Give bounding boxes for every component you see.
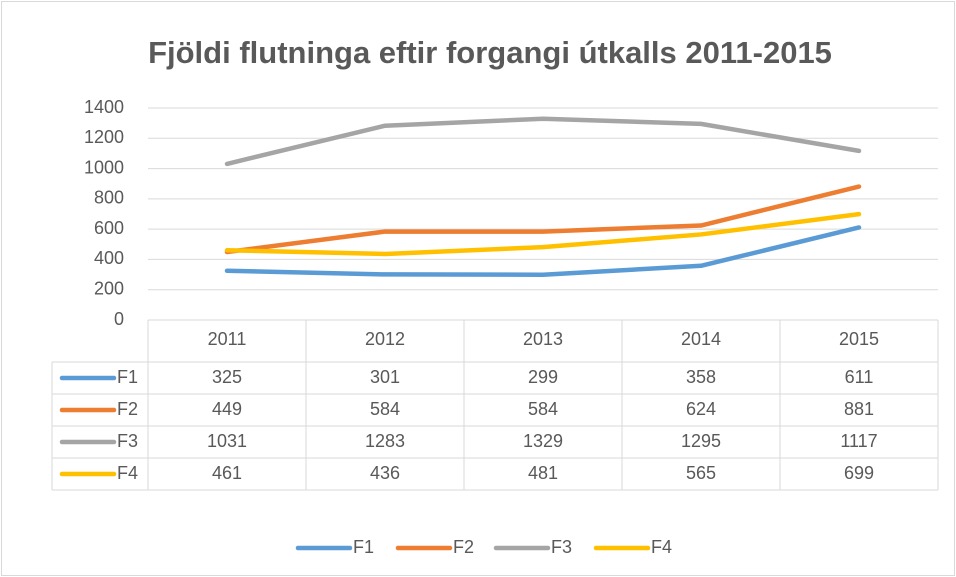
table-cell: 461 xyxy=(212,463,242,483)
table-cell: 881 xyxy=(844,399,874,419)
table-cell: 584 xyxy=(370,399,400,419)
legend-label: F3 xyxy=(551,537,572,557)
y-tick-label: 600 xyxy=(94,218,124,238)
table-cell: 699 xyxy=(844,463,874,483)
legend-label: F2 xyxy=(453,537,474,557)
line-series xyxy=(224,225,862,277)
x-tick-label: 2014 xyxy=(681,329,721,349)
table-cell: 1295 xyxy=(681,431,721,451)
line-series xyxy=(224,211,862,257)
legend-label: F1 xyxy=(353,537,374,557)
table-cell: 624 xyxy=(686,399,716,419)
table-cell: 1283 xyxy=(365,431,405,451)
x-tick-label: 2013 xyxy=(523,329,563,349)
x-tick-label: 2011 xyxy=(208,329,247,349)
chart-title: Fjöldi flutninga eftir forgangi útkalls … xyxy=(148,35,832,70)
table-cell: 1117 xyxy=(840,431,877,451)
y-tick-label: 0 xyxy=(114,309,124,329)
table-cell: 436 xyxy=(370,463,400,483)
table-cell: 584 xyxy=(528,399,558,419)
table-series-name: F3 xyxy=(117,431,138,451)
table-cell: 299 xyxy=(528,367,558,387)
table-cell: 449 xyxy=(212,399,242,419)
x-tick-label: 2012 xyxy=(365,329,405,349)
y-tick-label: 1400 xyxy=(84,97,124,117)
table-cell: 481 xyxy=(528,463,558,483)
y-tick-label: 1200 xyxy=(84,127,124,147)
y-tick-label: 1000 xyxy=(84,157,124,177)
table-series-name: F2 xyxy=(117,399,138,419)
table-series-name: F4 xyxy=(117,463,138,483)
table-cell: 565 xyxy=(686,463,716,483)
y-tick-label: 200 xyxy=(94,278,124,298)
table-series-name: F1 xyxy=(117,367,138,387)
line-series xyxy=(224,184,862,255)
y-tick-label: 400 xyxy=(94,248,124,268)
table-cell: 1031 xyxy=(207,431,247,451)
legend-label: F4 xyxy=(651,537,672,557)
table-cell: 1329 xyxy=(523,431,563,451)
table-cell: 325 xyxy=(212,367,242,387)
x-tick-label: 2015 xyxy=(839,329,879,349)
y-tick-label: 800 xyxy=(94,188,124,208)
line-series xyxy=(224,116,862,167)
table-cell: 358 xyxy=(686,367,716,387)
table-cell: 611 xyxy=(845,367,874,387)
table-cell: 301 xyxy=(370,367,400,387)
